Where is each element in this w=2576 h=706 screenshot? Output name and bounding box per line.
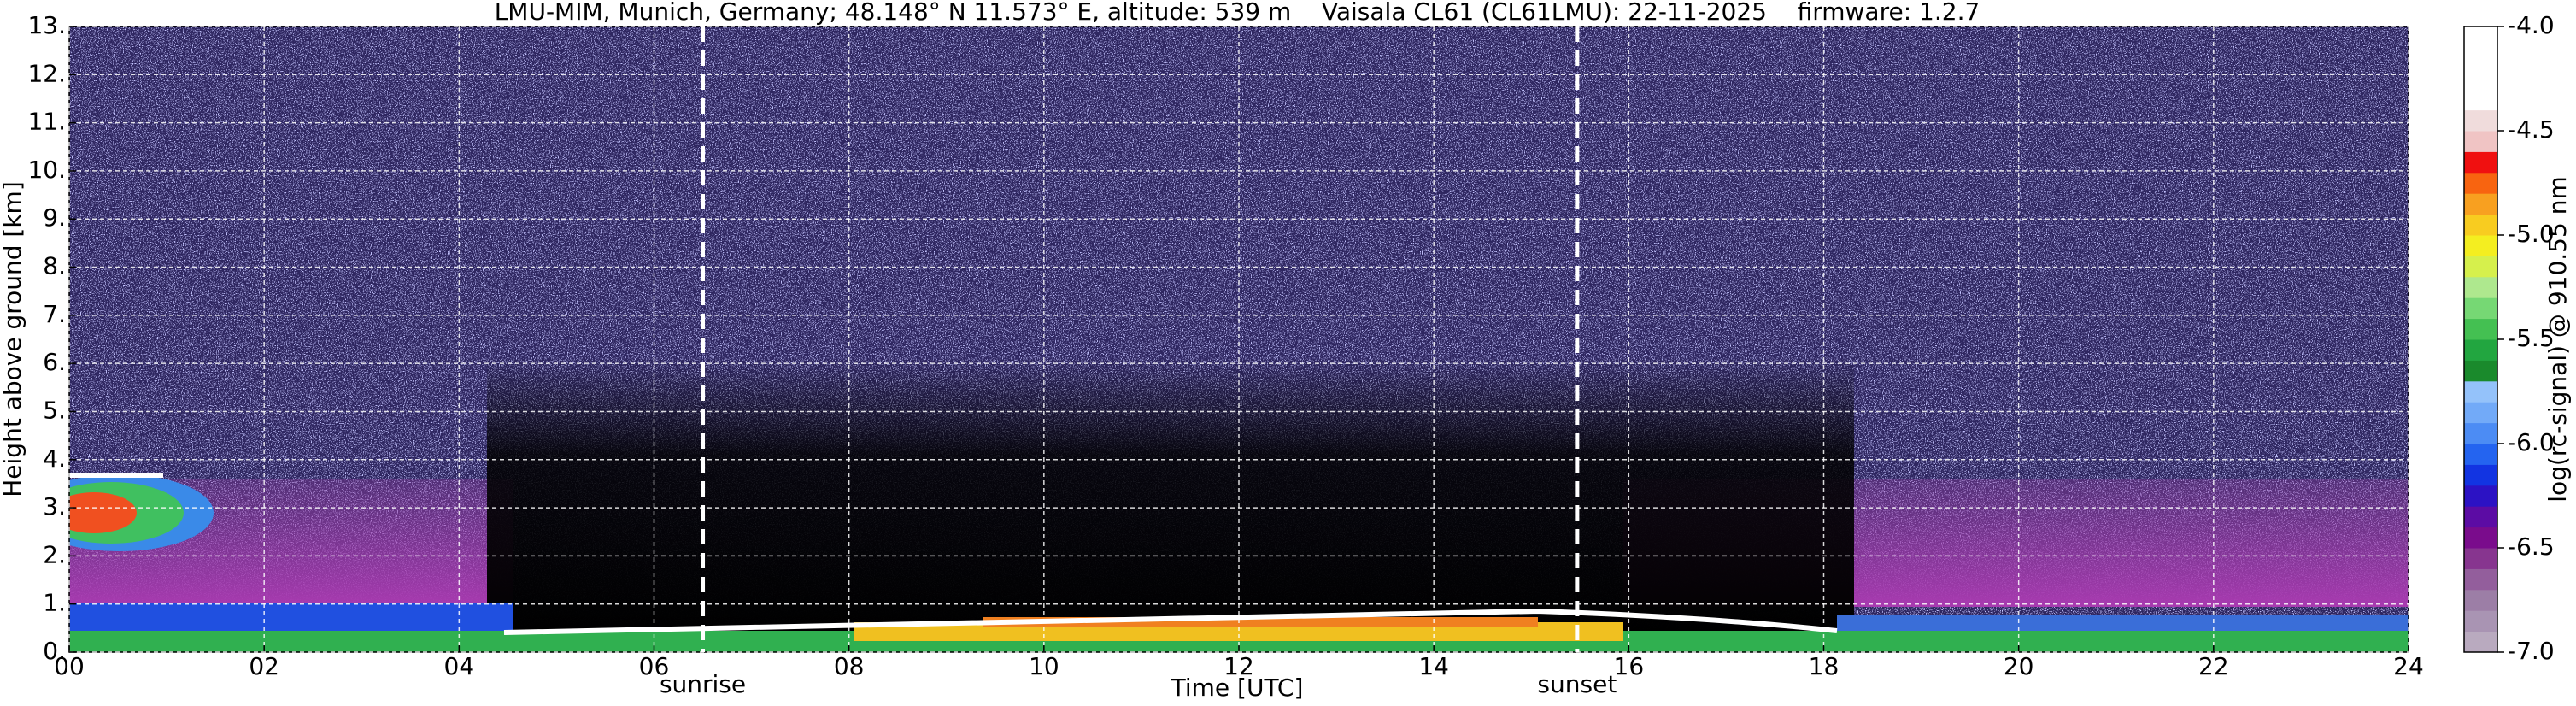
x-tick-label: 00 — [54, 652, 85, 680]
colorbar-bin — [2464, 214, 2497, 236]
colorbar-bin — [2464, 193, 2497, 215]
y-tick-label: 11. — [27, 108, 66, 136]
colorbar-tick-label: -4.5 — [2508, 115, 2555, 144]
x-tick-label: 22 — [2198, 652, 2229, 680]
colorbar-bin — [2464, 89, 2497, 111]
x-tick-label: 08 — [834, 652, 865, 680]
annotation-label: sunrise — [660, 670, 746, 698]
colorbar-bin — [2464, 402, 2497, 424]
x-tick-label: 14 — [1418, 652, 1449, 680]
y-tick-label: 10. — [27, 156, 66, 184]
colorbar-bin — [2464, 297, 2497, 320]
colorbar-tick-label: -7.0 — [2508, 637, 2555, 665]
colorbar-bin — [2464, 464, 2497, 486]
colorbar-label: log(rc-signal) @ 910.55 nm — [2544, 176, 2572, 502]
colorbar-bin — [2464, 422, 2497, 444]
x-tick-label: 20 — [2004, 652, 2034, 680]
colorbar-bin — [2464, 131, 2497, 152]
y-tick-label: 9. — [43, 203, 66, 232]
colorbar-tick-label: -6.0 — [2508, 428, 2555, 456]
colorbar-bin — [2464, 610, 2497, 632]
colorbar-bin — [2464, 485, 2497, 507]
y-tick-label: 2. — [43, 540, 66, 568]
y-tick-label: 7. — [43, 300, 66, 328]
backscatter-image — [69, 26, 2409, 652]
colorbar-tick-label: -5.0 — [2508, 220, 2555, 248]
colorbar-bin — [2464, 506, 2497, 528]
colorbar-bin — [2464, 172, 2497, 194]
y-tick-label: 4. — [43, 444, 66, 473]
colorbar-bin — [2464, 631, 2497, 653]
annotation-label: sunset — [1537, 670, 1617, 698]
x-tick-label: 02 — [249, 652, 279, 680]
y-tick-label: 6. — [43, 348, 66, 376]
colorbar-bin — [2464, 339, 2497, 361]
y-tick-label: 5. — [43, 396, 66, 424]
y-axis-label: Height above ground [km] — [0, 181, 26, 497]
x-tick-label: 18 — [1809, 652, 1840, 680]
chart-title: LMU-MIM, Munich, Germany; 48.148° N 11.5… — [495, 0, 1980, 26]
x-tick-label: 10 — [1029, 652, 1059, 680]
colorbar-bin — [2464, 235, 2497, 256]
colorbar-bin — [2464, 444, 2497, 465]
colorbar-bin — [2464, 109, 2497, 132]
colorbar-bin — [2464, 276, 2497, 298]
x-tick-label: 06 — [639, 652, 670, 680]
colorbar-bin — [2464, 47, 2497, 69]
colorbar-tick-label: -6.5 — [2508, 532, 2555, 561]
y-tick-label: 8. — [43, 252, 66, 280]
colorbar-bin — [2464, 68, 2497, 90]
colorbar-bin — [2464, 256, 2497, 278]
x-tick-label: 04 — [444, 652, 475, 680]
y-tick-label: 0. — [43, 637, 66, 665]
y-tick-label: 13. — [27, 11, 66, 39]
y-tick-label: 3. — [43, 492, 66, 521]
colorbar-bin — [2464, 380, 2497, 403]
x-tick-label: 24 — [2393, 652, 2424, 680]
colorbar-bin — [2464, 360, 2497, 382]
colorbar-bin — [2464, 589, 2497, 611]
x-tick-label: 16 — [1614, 652, 1645, 680]
colorbar-bin — [2464, 568, 2497, 591]
y-tick-label: 12. — [27, 59, 66, 87]
colorbar-tick-label: -4.0 — [2508, 11, 2555, 39]
y-tick-label: 1. — [43, 589, 66, 617]
x-axis-label: Time [UTC] — [1171, 674, 1304, 702]
colorbar-bin — [2464, 318, 2497, 340]
colorbar-bin — [2464, 26, 2497, 48]
x-tick-label: 12 — [1223, 652, 1254, 680]
colorbar-bin — [2464, 548, 2497, 569]
colorbar-bin — [2464, 151, 2497, 174]
colorbar-tick-label: -5.5 — [2508, 324, 2555, 352]
colorbar-bin — [2464, 527, 2497, 549]
